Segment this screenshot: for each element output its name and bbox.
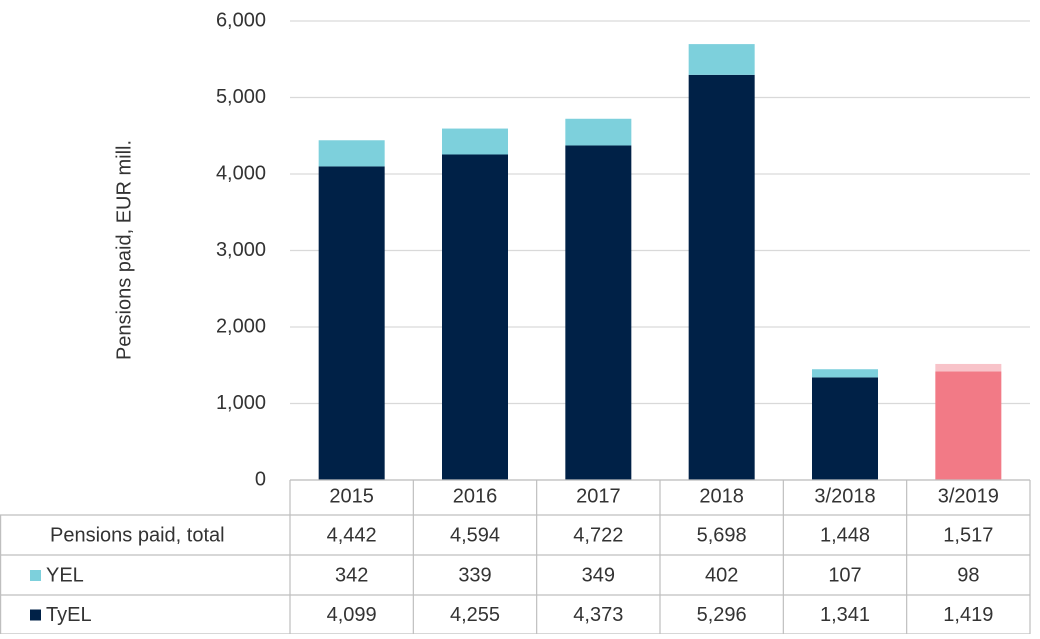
y-tick-label: 2,000: [216, 315, 266, 337]
legend-swatch: [30, 570, 41, 581]
bar-segment: [935, 371, 1002, 480]
x-tick-label: 2018: [699, 485, 744, 507]
table-cell: 1,419: [943, 604, 993, 626]
bar-segment: [688, 44, 755, 75]
y-tick-label: 4,000: [216, 162, 266, 184]
y-tick-label: 5,000: [216, 86, 266, 108]
table-cell: 349: [582, 564, 615, 586]
table-cell: 5,296: [697, 604, 747, 626]
bar-segment: [442, 154, 508, 480]
table-cell: 5,698: [697, 524, 747, 546]
table-cell: 4,255: [450, 604, 500, 626]
x-tick-label: 2016: [453, 485, 498, 507]
table-cell: 342: [335, 564, 368, 586]
table-cell: 339: [458, 564, 491, 586]
bar-segment: [442, 128, 508, 155]
bar-segment: [935, 363, 1002, 372]
x-tick-label: 2017: [576, 485, 621, 507]
y-tick-label: 0: [255, 468, 266, 490]
y-tick-label: 6,000: [216, 9, 266, 31]
bar-segment: [318, 166, 385, 480]
table-cell: 4,373: [573, 604, 623, 626]
table-row-label: Pensions paid, total: [50, 524, 225, 546]
bar-segment: [688, 74, 755, 480]
bar-segment: [318, 140, 385, 167]
bar-segment: [812, 369, 878, 378]
table-cell: 107: [828, 564, 861, 586]
table-cell: 402: [705, 564, 738, 586]
x-tick-label: 3/2019: [938, 485, 999, 507]
x-tick-label: 3/2018: [814, 485, 875, 507]
table-cell: 98: [957, 564, 979, 586]
bar-segment: [565, 145, 632, 480]
legend-swatch: [30, 609, 41, 621]
table-cell: 4,722: [573, 524, 623, 546]
legend-label: TyEL: [46, 604, 92, 626]
bar-segment: [565, 118, 632, 146]
table-cell: 4,594: [450, 524, 500, 546]
table-cell: 1,341: [820, 604, 870, 626]
table-cell: 4,099: [327, 604, 377, 626]
table-cell: 1,448: [820, 524, 870, 546]
table-cell: 4,442: [327, 524, 377, 546]
table-cell: 1,517: [943, 524, 993, 546]
y-axis-label: Pensions paid, EUR mill.: [113, 140, 135, 360]
legend-label: YEL: [46, 564, 84, 586]
bar-segment: [812, 377, 878, 480]
x-tick-label: 2015: [329, 485, 374, 507]
y-tick-label: 3,000: [216, 239, 266, 261]
y-tick-label: 1,000: [216, 392, 266, 414]
